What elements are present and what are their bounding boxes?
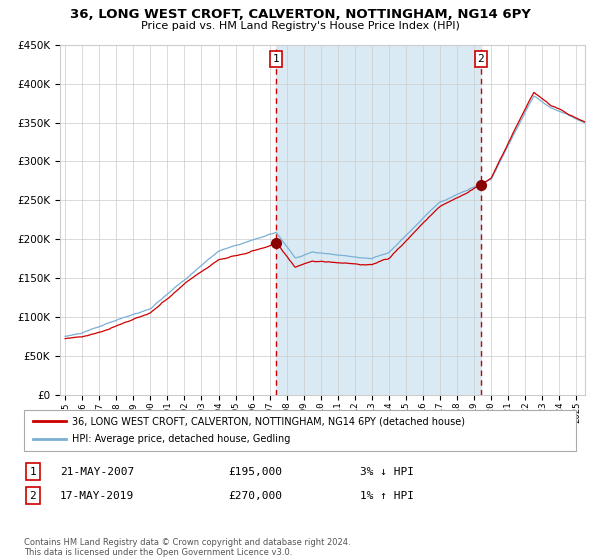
Text: 36, LONG WEST CROFT, CALVERTON, NOTTINGHAM, NG14 6PY (detached house): 36, LONG WEST CROFT, CALVERTON, NOTTINGH…	[72, 417, 465, 426]
Text: 2: 2	[478, 54, 484, 64]
Text: 2: 2	[29, 491, 37, 501]
Text: Contains HM Land Registry data © Crown copyright and database right 2024.
This d: Contains HM Land Registry data © Crown c…	[24, 538, 350, 557]
Text: 1% ↑ HPI: 1% ↑ HPI	[360, 491, 414, 501]
Text: 36, LONG WEST CROFT, CALVERTON, NOTTINGHAM, NG14 6PY: 36, LONG WEST CROFT, CALVERTON, NOTTINGH…	[70, 8, 530, 21]
Text: 21-MAY-2007: 21-MAY-2007	[60, 466, 134, 477]
Text: £270,000: £270,000	[228, 491, 282, 501]
Bar	[276, 45, 481, 395]
Text: 1: 1	[29, 466, 37, 477]
Text: Price paid vs. HM Land Registry's House Price Index (HPI): Price paid vs. HM Land Registry's House …	[140, 21, 460, 31]
Text: £195,000: £195,000	[228, 466, 282, 477]
Text: 3% ↓ HPI: 3% ↓ HPI	[360, 466, 414, 477]
Text: HPI: Average price, detached house, Gedling: HPI: Average price, detached house, Gedl…	[72, 435, 290, 444]
Text: 17-MAY-2019: 17-MAY-2019	[60, 491, 134, 501]
Text: 1: 1	[273, 54, 280, 64]
